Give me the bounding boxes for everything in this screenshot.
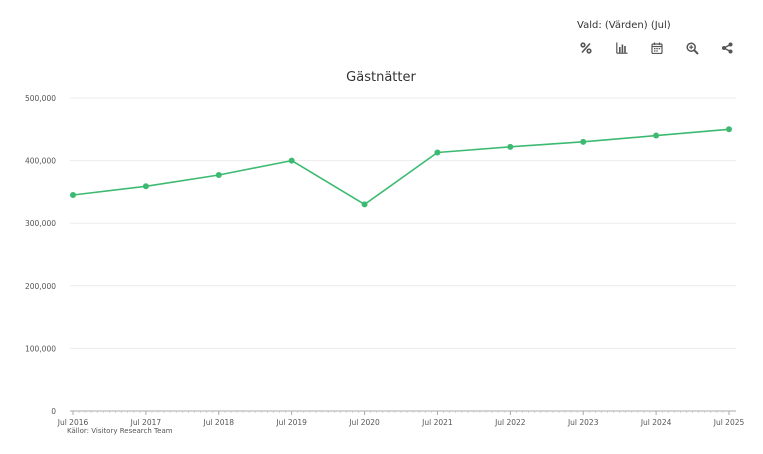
series-path: [72, 128, 730, 206]
data-point: [142, 183, 149, 190]
data-point: [70, 192, 76, 199]
line-chart: Gästnätter 0 100,000 200,000 300,000 400,000…: [25, 70, 744, 427]
grid-lines: [70, 97, 736, 349]
bar-chart-icon: [616, 42, 628, 54]
data-point: [361, 201, 368, 208]
zoom-button[interactable]: [680, 38, 704, 58]
x-tick-label: Jul 2025: [713, 418, 745, 427]
x-tick-label: Jul 2016: [57, 418, 89, 427]
x-tick-label: Jul 2019: [275, 418, 307, 427]
zoom-in-icon: [685, 41, 699, 55]
data-point: [653, 132, 660, 139]
share-icon: [722, 42, 733, 54]
x-tick-label: Jul 2023: [567, 418, 599, 427]
x-tick-label: Jul 2017: [130, 418, 162, 427]
calendar-icon: [651, 42, 663, 54]
y-tick-label: 400,000: [25, 157, 56, 166]
axes: 0 100,000 200,000 300,000 400,000 500,000 Jul …: [25, 94, 744, 427]
y-tick-label: 0: [51, 407, 56, 416]
y-tick-label: 300,000: [25, 219, 56, 228]
chart-title: Gästnätter: [346, 70, 416, 85]
data-point: [726, 126, 732, 133]
x-tick-label: Jul 2018: [203, 418, 235, 427]
selection-label: Vald: (Värden) (Jul): [577, 20, 671, 31]
x-tick-label: Jul 2020: [348, 418, 380, 427]
chart-area: Gästnätter 0 100,000 200,000 300,000 400,000…: [0, 60, 763, 454]
y-tick-label: 200,000: [25, 282, 56, 291]
data-point: [288, 157, 295, 164]
x-tick-label: Jul 2024: [640, 418, 672, 427]
x-tick-label: Jul 2021: [421, 418, 453, 427]
bar-chart-button[interactable]: [610, 38, 634, 58]
percent-icon: [580, 42, 592, 54]
data-points: [70, 126, 732, 208]
x-tick-label: Jul 2022: [494, 418, 526, 427]
data-point: [215, 171, 222, 178]
y-tick-label: 500,000: [25, 94, 56, 103]
series-line: [72, 128, 730, 206]
y-tick-label: 100,000: [25, 344, 56, 353]
calendar-button[interactable]: [645, 38, 669, 58]
percent-button[interactable]: [574, 38, 598, 58]
data-point: [507, 143, 514, 150]
source-label: Källor: Visitory Research Team: [67, 427, 173, 435]
share-button[interactable]: [715, 38, 739, 58]
chart-toolbar: [574, 38, 742, 58]
data-point: [434, 149, 441, 156]
data-point: [580, 138, 587, 145]
